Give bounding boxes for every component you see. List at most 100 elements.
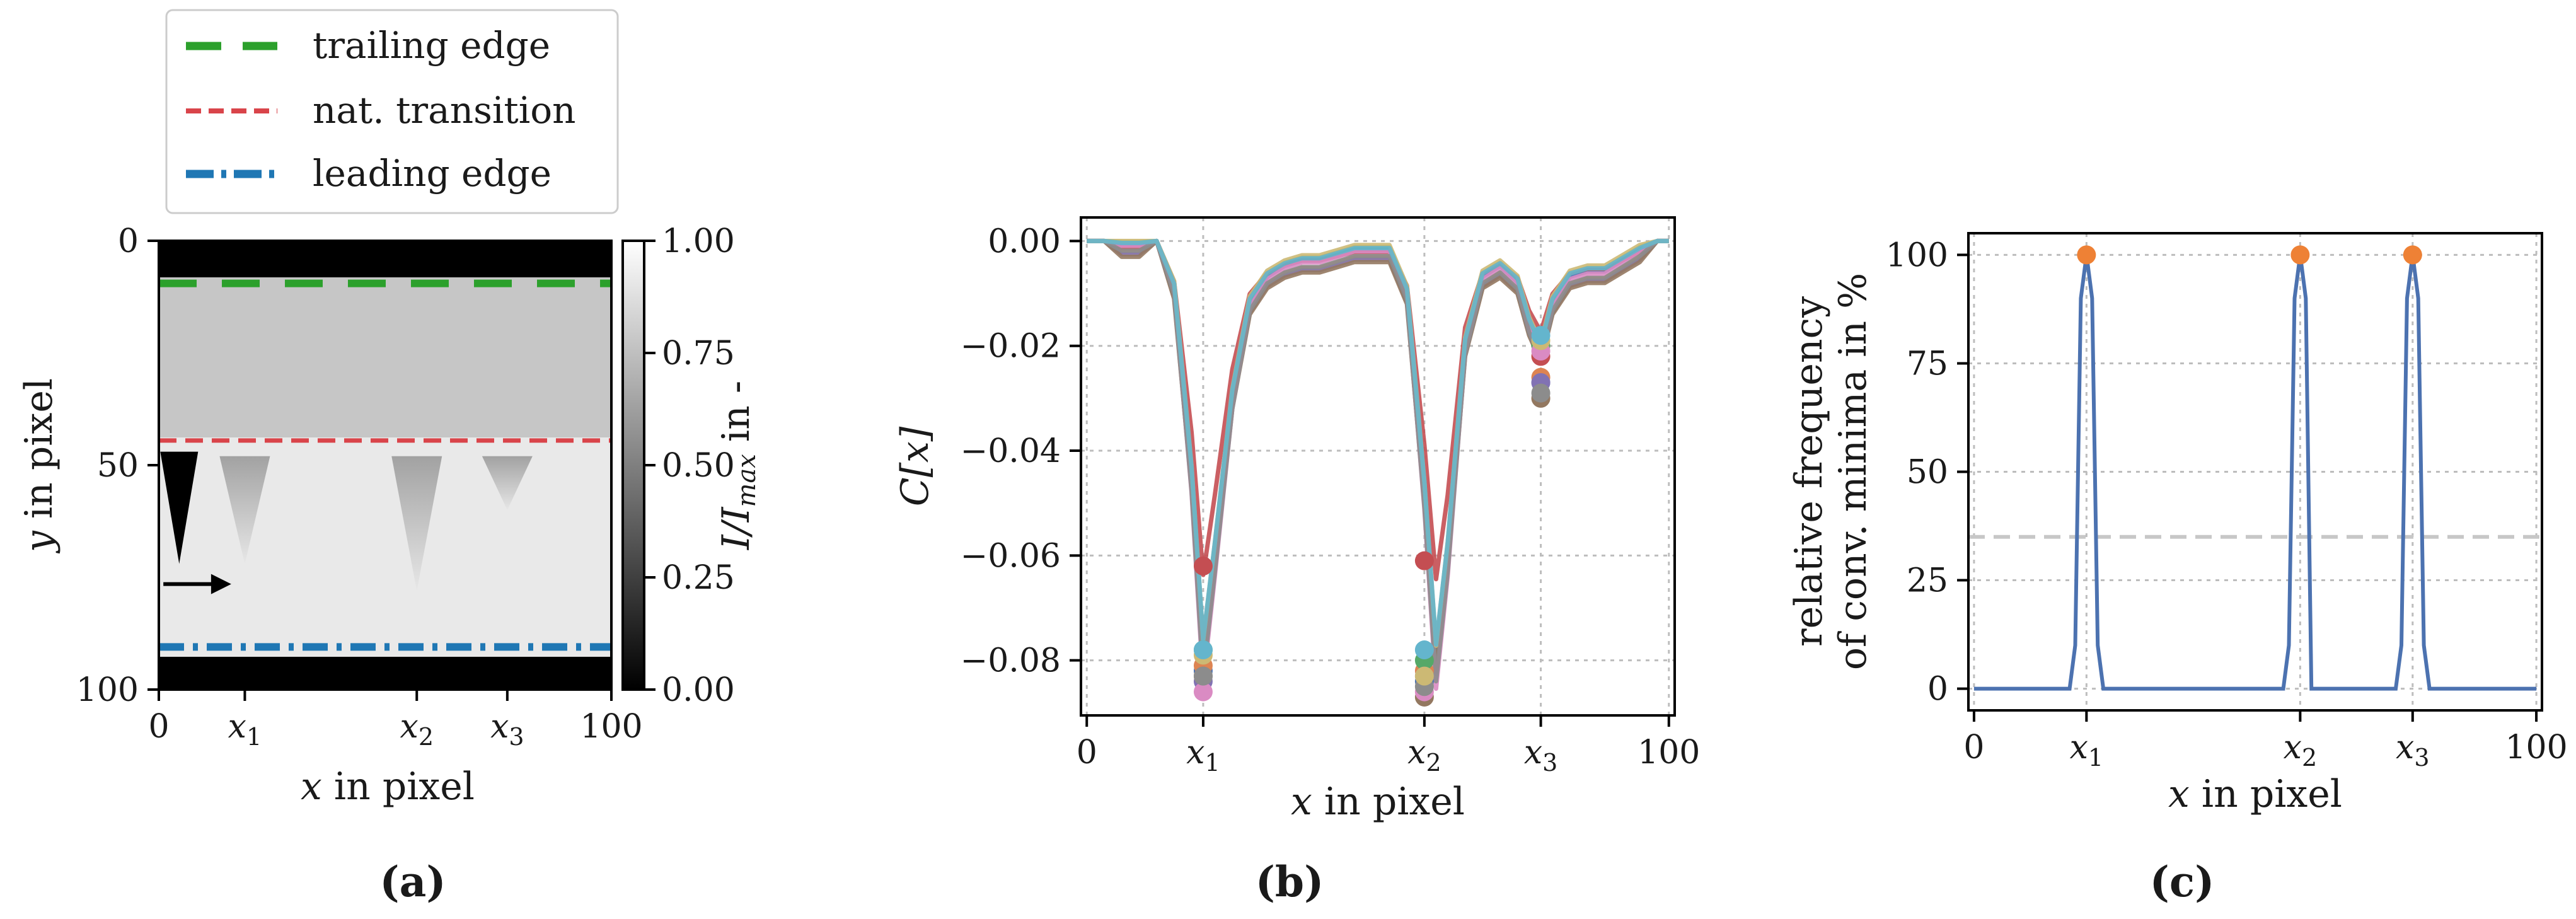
- freq-x-tick-label-3-sub: 2: [2302, 744, 2317, 772]
- conv-y-tick-label-1: 0.00: [988, 223, 1061, 260]
- caption-b-open: (: [1256, 857, 1275, 906]
- conv-x-tick-label-3-var: x: [1407, 734, 1426, 772]
- x-var: x: [2168, 772, 2190, 816]
- conv-x-tick-label-3-sub: 2: [1426, 749, 1441, 777]
- freq-y-axis-label-line2: of conv. minima in %: [1831, 273, 1875, 670]
- turbulent-wedge-1: [219, 456, 270, 564]
- x-var: x: [301, 765, 322, 809]
- heatmap-x-tick-label-5: 100: [580, 708, 642, 746]
- caption-a-close: ): [426, 857, 446, 906]
- caption-c-close: ): [2195, 857, 2214, 906]
- heatmap-x-axis-label: x in pixel: [301, 765, 475, 809]
- heatmap-wedges: [219, 456, 533, 591]
- caption-b-close: ): [1304, 857, 1324, 906]
- caption-a-open: (: [379, 857, 399, 906]
- heatmap-y-tick-label-3: 100: [76, 671, 139, 709]
- freq-x-tick-label-5: 100: [2505, 729, 2567, 766]
- conv-series-s8: [1087, 238, 1669, 684]
- freq-grid: [1968, 233, 2542, 710]
- cbar-rest: in -: [714, 381, 758, 454]
- colorbar-ticks: 0.00 0.25 0.50 0.75 1.00: [644, 223, 735, 709]
- conv-minimum-3-10: [1531, 326, 1551, 345]
- turbulent-wedge-3: [482, 456, 533, 511]
- freq-x-tick-label-3: x2: [2284, 729, 2318, 772]
- conv-minimum-2-9: [1414, 666, 1434, 686]
- heatmap-edge-lines: [159, 279, 611, 651]
- colorbar-tick-label-2: 0.25: [662, 559, 735, 597]
- freq-x-tick-label-4: x3: [2396, 729, 2430, 772]
- freq-y-tick-label-1: 0: [1927, 671, 1948, 708]
- conv-frame: [1080, 216, 1676, 717]
- heatmap-x-tick-label-2-sub: 1: [246, 723, 262, 751]
- legend-label-trailing-edge: trailing edge: [313, 24, 550, 67]
- freq-y-tick-label-3: 50: [1907, 454, 1948, 492]
- colorbar-bar: [621, 240, 645, 691]
- annotation-arrow-head: [211, 574, 231, 594]
- conv-y-tick-label-5: −0.08: [961, 642, 1061, 680]
- conv-x-tick-label-1: 0: [1077, 734, 1097, 772]
- freq-y-tick-label-4: 75: [1907, 345, 1948, 383]
- freq-x-tick-label-2-var: x: [2070, 729, 2088, 766]
- colorbar: 0.00 0.25 0.50 0.75 1.00 I/Imax in -: [621, 223, 761, 709]
- heatmap-x-tick-label-1: 0: [148, 708, 169, 746]
- caption-b-letter: b: [1275, 857, 1304, 906]
- heatmap-x-tick-label-2: x1: [228, 708, 262, 751]
- conv-x-tick-label-4: x3: [1524, 734, 1558, 777]
- heatmap-x-tick-label-4: x3: [490, 708, 524, 751]
- freq-y-tick-label-2: 25: [1907, 562, 1948, 600]
- y-rest: in pixel: [17, 378, 61, 531]
- heatmap-x-tick-label-4-sub: 3: [509, 723, 524, 751]
- panel-a: trailing edge nat. transition leading ed…: [17, 9, 761, 906]
- legend-frame: [165, 9, 619, 214]
- heatmap-x-tick-label-2-var: x: [228, 708, 246, 746]
- heatmap-y-tick-label-2: 50: [97, 447, 139, 485]
- legend-label-leading-edge: leading edge: [313, 152, 552, 195]
- conv-minimum-1-8: [1193, 666, 1213, 686]
- annotation-wedge: [160, 451, 199, 564]
- turbulent-wedge-2: [391, 456, 442, 591]
- colorbar-tick-label-5: 1.00: [662, 223, 735, 260]
- panel-c-caption: (c): [2150, 857, 2215, 906]
- conv-minimum-2-10: [1414, 640, 1434, 660]
- heatmap-y-tick-label-1: 0: [118, 223, 139, 260]
- conv-minimum-3-8: [1531, 383, 1551, 403]
- freq-y-axis-label-line1: relative frequency: [1787, 296, 1831, 647]
- freq-x-tick-label-2-sub: 1: [2088, 744, 2103, 772]
- cbar-sub: max: [732, 454, 761, 507]
- freq-x-tick-label-1: 0: [1963, 729, 1984, 766]
- heatmap-region-turbulent: [159, 277, 611, 437]
- conv-y-tick-label-3: −0.04: [961, 432, 1061, 470]
- conv-series: [1087, 238, 1669, 691]
- freq-x-tick-label-4-var: x: [2396, 729, 2414, 766]
- x-rest: in pixel: [322, 765, 475, 809]
- conv-x-tick-label-3: x2: [1407, 734, 1441, 777]
- freq-x-tick-label-4-sub: 3: [2414, 744, 2429, 772]
- heatmap-x-tick-label-4-var: x: [490, 708, 509, 746]
- conv-x-tick-label-2: x1: [1186, 734, 1220, 777]
- conv-y-tick-label-4: −0.06: [961, 537, 1061, 575]
- x-rest: in pixel: [2190, 772, 2342, 816]
- conv-x-axis-label: x in pixel: [1291, 780, 1465, 824]
- conv-minimum-1-7: [1193, 682, 1213, 702]
- heatmap-annotation: [160, 451, 231, 594]
- conv-minimum-1-4: [1193, 557, 1213, 575]
- colorbar-tick-label-4: 0.75: [662, 335, 735, 373]
- heatmap-y-axis-label: y in pixel: [17, 378, 61, 554]
- heatmap-x-tick-label-3: x2: [400, 708, 434, 751]
- freq-y-tick-label-5: 100: [1886, 236, 1948, 274]
- heatmap-x-tick-label-3-var: x: [400, 708, 419, 746]
- legend-label-nat-transition: nat. transition: [313, 89, 576, 132]
- colorbar-label: I/Imax in -: [714, 381, 761, 550]
- conv-x-tick-label-5: 100: [1637, 734, 1700, 772]
- conv-y-axis-label: C[x]: [893, 426, 937, 506]
- freq-peak-1: [2077, 245, 2096, 265]
- freq-x-axis-label: x in pixel: [2168, 772, 2342, 816]
- caption-c-open: (: [2150, 857, 2169, 906]
- legend: trailing edge nat. transition leading ed…: [165, 9, 619, 214]
- conv-x-tick-label-2-sub: 1: [1205, 749, 1220, 777]
- y-var: y: [17, 530, 61, 554]
